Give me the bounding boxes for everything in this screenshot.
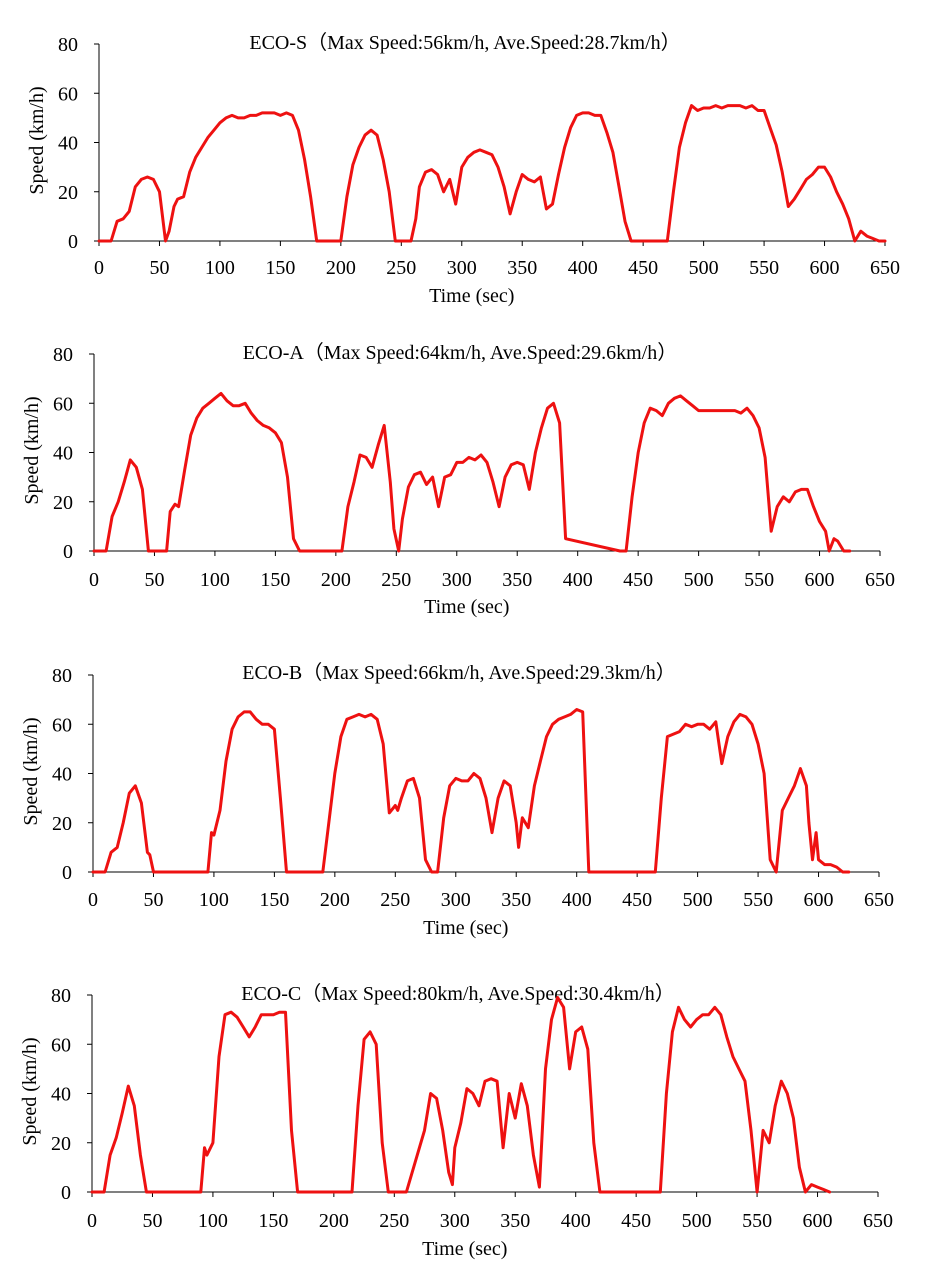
x-tick-label: 50 <box>142 1210 162 1232</box>
y-tick-label: 40 <box>51 1084 71 1106</box>
x-axis-title: Time (sec) <box>424 596 509 618</box>
x-tick-label: 550 <box>742 1210 772 1232</box>
x-tick-label: 300 <box>440 1210 470 1232</box>
x-tick-label: 650 <box>864 889 894 911</box>
y-tick-label: 80 <box>51 985 71 1007</box>
y-tick-label: 0 <box>68 231 78 253</box>
y-axis-title: Speed (km/h) <box>21 396 43 504</box>
x-tick-label: 300 <box>442 569 472 591</box>
x-tick-label: 450 <box>621 1210 651 1232</box>
chart-title: ECO-B（Max Speed:66km/h, Ave.Speed:29.3km… <box>242 661 676 684</box>
x-tick-label: 100 <box>205 257 235 279</box>
y-tick-label: 60 <box>53 393 73 415</box>
y-tick-label: 20 <box>58 182 78 204</box>
x-tick-label: 250 <box>380 889 410 911</box>
x-axis-title: Time (sec) <box>422 1238 507 1260</box>
chart-title: ECO-A（Max Speed:64km/h, Ave.Speed:29.6km… <box>243 341 678 364</box>
x-tick-label: 500 <box>683 889 713 911</box>
chart-title: ECO-C（Max Speed:80km/h, Ave.Speed:30.4km… <box>241 982 675 1005</box>
y-tick-label: 0 <box>61 1182 71 1204</box>
x-tick-label: 250 <box>381 569 411 591</box>
x-tick-label: 500 <box>682 1210 712 1232</box>
x-tick-label: 350 <box>501 889 531 911</box>
x-tick-label: 400 <box>561 1210 591 1232</box>
x-tick-label: 400 <box>568 257 598 279</box>
x-tick-label: 650 <box>865 569 895 591</box>
x-tick-label: 0 <box>94 257 104 279</box>
x-tick-label: 250 <box>379 1210 409 1232</box>
x-tick-label: 150 <box>258 1210 288 1232</box>
x-tick-label: 200 <box>321 569 351 591</box>
y-tick-label: 20 <box>53 492 73 514</box>
x-tick-label: 50 <box>143 889 163 911</box>
chart-panel-1: 0 20 40 60 80 0 50 100 150 200 250 300 350 400 450 500 5… <box>26 31 900 307</box>
y-tick-label: 20 <box>51 1133 71 1155</box>
series-line-eco-c <box>90 996 832 1194</box>
x-tick-label: 400 <box>562 889 592 911</box>
chart-panel-2: 0 20 40 60 80 0 50 100 150 200 250 300 350 400 450 500 5… <box>21 341 895 618</box>
x-tick-label: 150 <box>265 257 295 279</box>
x-tick-label: 0 <box>89 569 99 591</box>
x-tick-label: 600 <box>803 1210 833 1232</box>
series-line-eco-b <box>91 708 851 874</box>
series-line-eco-a <box>92 391 852 553</box>
x-tick-label: 500 <box>684 569 714 591</box>
x-tick-label: 600 <box>805 569 835 591</box>
series-line-eco-s <box>97 104 887 243</box>
x-tick-label: 550 <box>749 257 779 279</box>
y-tick-label: 60 <box>58 83 78 105</box>
x-tick-label: 50 <box>149 257 169 279</box>
x-tick-label: 600 <box>804 889 834 911</box>
x-tick-label: 400 <box>563 569 593 591</box>
x-tick-label: 50 <box>144 569 164 591</box>
chart-panel-4: 0 20 40 60 80 0 50 100 150 200 250 300 350 400 450 500 5… <box>19 982 893 1260</box>
x-tick-label: 550 <box>743 889 773 911</box>
x-tick-label: 200 <box>320 889 350 911</box>
y-tick-label: 80 <box>58 34 78 56</box>
x-tick-label: 0 <box>87 1210 97 1232</box>
x-tick-label: 450 <box>622 889 652 911</box>
y-tick-label: 60 <box>52 714 72 736</box>
x-axis-title: Time (sec) <box>423 917 508 939</box>
x-tick-label: 250 <box>386 257 416 279</box>
x-tick-label: 450 <box>628 257 658 279</box>
x-tick-label: 550 <box>744 569 774 591</box>
y-tick-label: 40 <box>58 133 78 155</box>
x-tick-label: 100 <box>199 889 229 911</box>
y-tick-label: 40 <box>53 443 73 465</box>
x-tick-label: 200 <box>326 257 356 279</box>
x-tick-label: 300 <box>447 257 477 279</box>
x-tick-label: 100 <box>200 569 230 591</box>
x-tick-label: 350 <box>500 1210 530 1232</box>
y-tick-label: 80 <box>53 344 73 366</box>
x-tick-label: 100 <box>198 1210 228 1232</box>
chart-panel-3: 0 20 40 60 80 0 50 100 150 200 250 300 350 400 450 500 5… <box>20 661 894 939</box>
x-tick-label: 600 <box>810 257 840 279</box>
x-tick-label: 450 <box>623 569 653 591</box>
x-tick-label: 500 <box>689 257 719 279</box>
y-tick-label: 20 <box>52 813 72 835</box>
x-tick-label: 0 <box>88 889 98 911</box>
x-tick-label: 150 <box>260 569 290 591</box>
x-tick-label: 150 <box>259 889 289 911</box>
x-tick-label: 200 <box>319 1210 349 1232</box>
chart-title: ECO-S（Max Speed:56km/h, Ave.Speed:28.7km… <box>249 31 680 54</box>
y-tick-label: 80 <box>52 665 72 687</box>
x-tick-label: 350 <box>507 257 537 279</box>
x-tick-label: 650 <box>870 257 900 279</box>
y-axis-title: Speed (km/h) <box>20 717 42 825</box>
x-tick-label: 650 <box>863 1210 893 1232</box>
x-tick-label: 350 <box>502 569 532 591</box>
y-axis-title: Speed (km/h) <box>26 86 48 194</box>
y-tick-label: 40 <box>52 764 72 786</box>
x-axis-title: Time (sec) <box>429 285 514 307</box>
y-tick-label: 60 <box>51 1034 71 1056</box>
y-tick-label: 0 <box>63 541 73 563</box>
y-axis-title: Speed (km/h) <box>19 1037 41 1145</box>
x-tick-label: 300 <box>441 889 471 911</box>
y-tick-label: 0 <box>62 862 72 884</box>
